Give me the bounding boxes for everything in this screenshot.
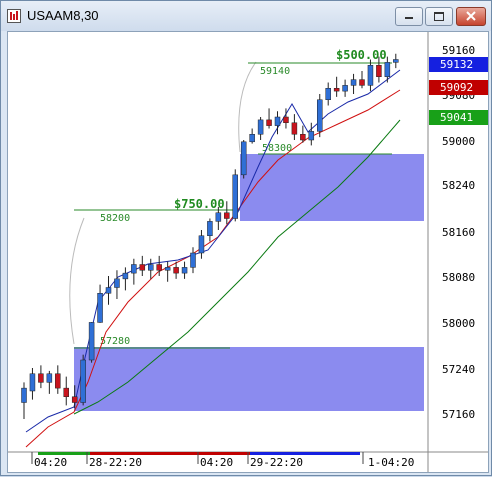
candle-body-up [29,373,36,392]
candle-body-down [55,373,61,389]
minimize-icon [405,17,413,19]
candle-body-up [198,235,205,254]
candle-body-up [164,267,171,271]
candle-body-down [333,88,340,92]
candle-body-up [148,264,154,271]
candle-body-up [257,119,264,135]
candle-body-up [240,141,247,176]
minimize-button[interactable] [395,7,423,26]
time-label: 04:20 [34,456,67,469]
level-label-58300: 58300 [262,143,292,154]
level-label-58200: 58200 [100,213,130,224]
candle-body-down [224,212,230,219]
profit-label-top: $500.00 [336,48,387,62]
candle-body-up [249,134,255,143]
candle-body-down [283,116,289,123]
slow-moving-average [73,119,401,415]
session-bar-green [38,452,90,455]
candle-body-up [97,293,103,323]
chart-app-icon [7,9,21,23]
level-label-57280: 57280 [100,336,130,347]
time-axis: 04:20 28-22:20 04:20 29-22:20 1-04:20 [31,452,414,469]
candle-body-up [105,287,112,294]
price-tick: 57240 [442,363,475,376]
candle-body-up [131,264,137,274]
candle-body-up [88,322,95,361]
time-label: 28-22:20 [89,456,142,469]
price-badge-text: 59132 [440,58,473,71]
supply-zone-upper [240,154,424,221]
price-badge-green: 59041 [429,110,488,125]
candle-body-up [367,65,374,86]
chart-area[interactable]: $500.00 59140 58300 $750.00 58200 57280 … [7,31,489,473]
candles-group [21,53,399,419]
candle-body-up [122,272,129,280]
candle-body-up [207,221,213,236]
window-title: USAAM8,30 [27,8,99,23]
maximize-icon [434,12,444,21]
bracket-top [238,61,257,153]
candle-body-down [38,373,44,383]
candle-body-down [63,387,69,397]
price-badge-text: 59092 [440,81,473,94]
candle-body-up [317,99,323,132]
price-badge-red: 59092 [429,80,488,95]
candle-body-down [376,65,382,77]
bracket-mid [69,217,85,345]
candle-body-up [325,88,331,100]
candle-body-up [308,131,315,141]
price-badge-text: 59041 [440,111,473,124]
level-label-59140: 59140 [260,66,290,77]
candle-body-up [232,174,238,219]
candle-body-down [266,119,272,126]
time-label: 1-04:20 [368,456,414,469]
price-tick: 58080 [442,271,475,284]
candle-body-up [384,62,391,77]
candle-body-down [300,134,306,141]
candle-body-up [393,59,399,63]
candle-body-up [114,278,120,288]
candle-body-up [274,116,281,126]
price-tick: 57160 [442,408,475,421]
candle-body-down [359,79,365,86]
candle-body-up [80,359,86,403]
price-badge-blue: 59132 [429,57,488,72]
candle-body-up [215,212,222,222]
profit-label-mid: $750.00 [174,197,225,211]
time-label: 04:20 [200,456,233,469]
price-tick: 58240 [442,179,475,192]
maximize-button[interactable] [425,7,453,26]
candle-body-up [21,387,27,403]
price-tick: 58160 [442,226,475,239]
session-bar-red [90,452,250,455]
candle-body-down [291,122,298,135]
candle-body-down [156,264,162,271]
price-tick: 59160 [442,44,475,57]
candle-body-up [342,85,348,92]
price-tick: 58000 [442,317,475,330]
session-bar-blue [250,452,360,455]
candle-body-up [46,373,53,383]
candle-body-up [190,252,196,268]
time-label: 29-22:20 [250,456,303,469]
demand-zone-lower [74,347,424,411]
candle-body-down [71,396,78,403]
candle-body-up [350,79,357,86]
chart-canvas[interactable]: $500.00 59140 58300 $750.00 58200 57280 … [8,32,488,472]
close-button[interactable] [456,7,486,26]
title-bar[interactable]: USAAM8,30 [1,1,491,31]
candle-body-down [173,267,179,274]
price-tick: 59000 [442,135,475,148]
candle-body-down [139,264,146,271]
price-axis: 59160 59080 59000 58240 58160 58080 5800… [442,44,475,421]
close-icon [466,11,476,21]
candle-body-up [181,267,188,274]
